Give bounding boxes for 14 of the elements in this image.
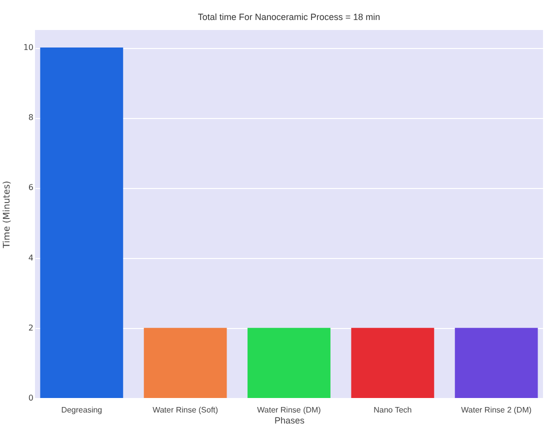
x-axis-title: Phases bbox=[274, 416, 306, 426]
chart-title: Total time For Nanoceramic Process = 18 min bbox=[198, 12, 380, 22]
y-tick-label: 6 bbox=[28, 183, 34, 192]
y-axis-title: Time (Minutes) bbox=[2, 180, 12, 250]
y-tick-label: 2 bbox=[28, 323, 34, 332]
y-tick-label: 0 bbox=[28, 394, 34, 402]
x-tick-label: Nano Tech bbox=[374, 406, 412, 414]
y-tick-label: 10 bbox=[23, 43, 34, 52]
y-tick-label: 8 bbox=[28, 113, 34, 122]
x-tick-label: Water Rinse (Soft) bbox=[152, 406, 218, 414]
y-tick-label: 4 bbox=[28, 253, 34, 262]
x-tick-label: Water Rinse (DM) bbox=[257, 406, 322, 414]
x-tick-label: Water Rinse 2 (DM) bbox=[461, 406, 532, 414]
x-tick-label: Degreasing bbox=[61, 406, 102, 414]
